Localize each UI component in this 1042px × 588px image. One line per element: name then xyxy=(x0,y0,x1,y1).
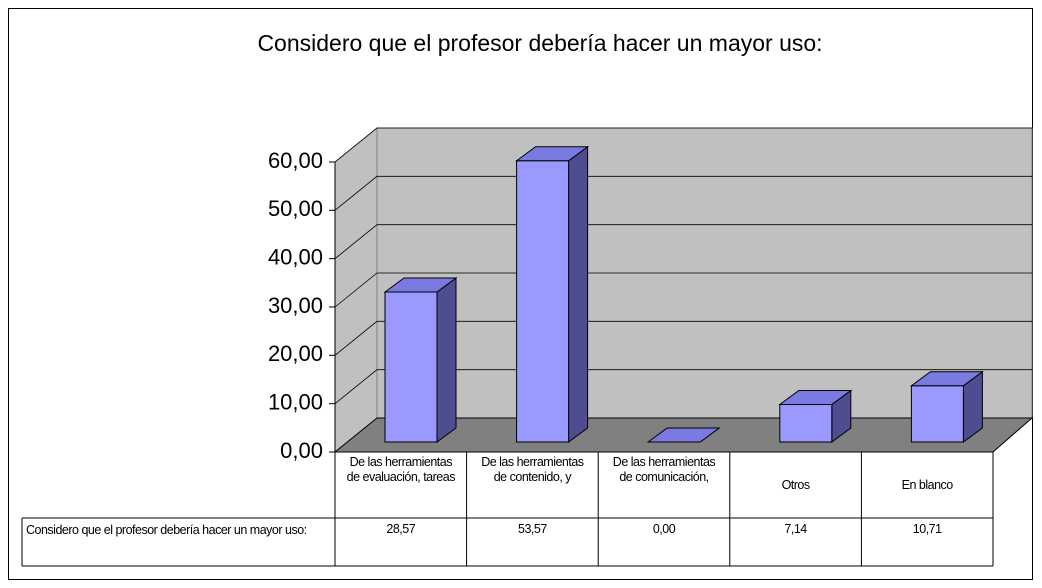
grid-line xyxy=(334,369,1032,404)
y-tick-label: 0,00 xyxy=(280,438,323,463)
x-tick-label: En blanco xyxy=(901,478,954,492)
bar xyxy=(909,370,984,443)
data-label: 0,00 xyxy=(652,522,676,536)
bar-front xyxy=(910,385,964,443)
data-label: 28,57 xyxy=(386,522,416,536)
grid-line xyxy=(334,175,1032,211)
y-tick-label: 30,00 xyxy=(268,293,323,318)
bar-side xyxy=(436,277,457,443)
chart-title: Considero que el profesor debería hacer … xyxy=(257,30,822,56)
grid-line xyxy=(334,272,1032,308)
bar-top xyxy=(646,427,721,443)
y-tick-label: 40,00 xyxy=(268,244,323,269)
y-tick-label: 60,00 xyxy=(268,148,323,173)
bar-front xyxy=(384,291,438,443)
x-tick-label: Otros xyxy=(781,478,811,492)
bar-side xyxy=(568,145,589,443)
x-tick-label: De las herramientas de contenido, y xyxy=(481,455,584,484)
bar xyxy=(515,145,590,443)
bar-top xyxy=(383,277,458,293)
bar xyxy=(383,277,458,443)
bar xyxy=(646,427,721,443)
legend-entry: Considero que el profesor debería hacer … xyxy=(26,523,307,537)
bar-top xyxy=(778,390,853,406)
bar-top xyxy=(515,146,590,162)
data-label: 53,57 xyxy=(518,522,547,536)
bar xyxy=(778,389,853,443)
data-label: 7,14 xyxy=(784,522,807,536)
bar-front xyxy=(779,404,833,443)
y-tick-label: 50,00 xyxy=(268,196,323,221)
bar-top xyxy=(909,371,984,387)
grid-line xyxy=(334,127,1032,163)
bar-front xyxy=(516,160,570,443)
data-label: 10,71 xyxy=(912,522,942,536)
y-tick-label: 10,00 xyxy=(268,389,323,414)
grid-line xyxy=(334,224,1032,259)
x-tick-label: De las herramientas de evaluación, tarea… xyxy=(346,455,456,484)
y-tick-label: 20,00 xyxy=(268,341,323,366)
grid-line xyxy=(334,320,1032,356)
x-tick-label: De las herramientas de comunicación, xyxy=(612,455,716,484)
